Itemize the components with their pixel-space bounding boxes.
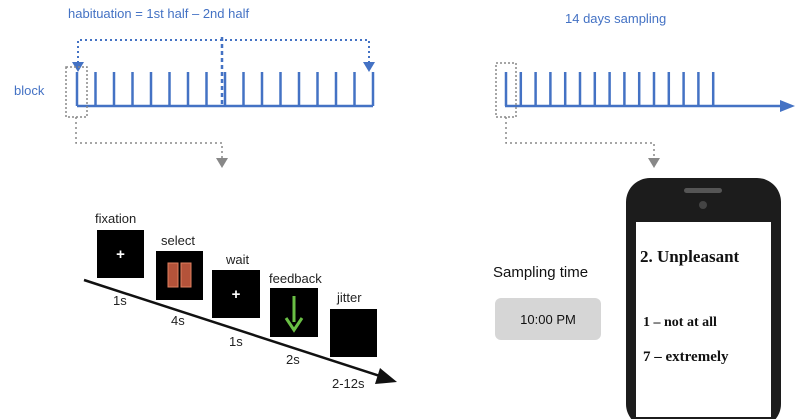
select-screen bbox=[156, 251, 203, 300]
block-label: block bbox=[14, 83, 45, 98]
sampling-ticks bbox=[504, 72, 715, 106]
trial-time-arrow bbox=[83, 278, 387, 380]
day-zoom-connector bbox=[505, 117, 655, 160]
jitter-screen bbox=[330, 309, 377, 357]
card-pair-icon bbox=[167, 262, 192, 288]
block-timeline bbox=[65, 37, 375, 168]
trial-time-arrowhead bbox=[375, 368, 397, 384]
duration-wait: 1s bbox=[229, 334, 243, 349]
event-label-jitter: jitter bbox=[337, 290, 362, 305]
down-arrow-icon bbox=[284, 296, 304, 333]
sampling-title: 14 days sampling bbox=[565, 11, 667, 26]
phone-question: 2. Unpleasant bbox=[640, 247, 740, 266]
trial-zoom-connector bbox=[75, 117, 223, 160]
sampling-axis-arrowhead bbox=[780, 100, 795, 112]
habituation-second-half: 2nd half bbox=[202, 6, 250, 21]
phone-scale-high: 7 – extremely bbox=[643, 349, 729, 365]
event-label-select: select bbox=[161, 233, 195, 248]
duration-select: 4s bbox=[171, 313, 185, 328]
sampling-time-value: 10:00 PM bbox=[495, 298, 601, 340]
fixation-screen: + bbox=[97, 230, 144, 278]
block-span-bracket bbox=[77, 39, 370, 68]
duration-fixation: 1s bbox=[113, 293, 127, 308]
habituation-first-half: habituation = 1st half bbox=[68, 6, 189, 21]
habituation-caption: habituation = 1st half – 2nd half bbox=[68, 6, 249, 21]
fixation-cross: + bbox=[116, 245, 125, 263]
sampling-timeline bbox=[495, 62, 795, 168]
day-zoom-arrowhead bbox=[648, 158, 660, 168]
block-ticks bbox=[75, 72, 375, 106]
duration-jitter: 2-12s bbox=[332, 376, 365, 391]
duration-feedback: 2s bbox=[286, 352, 300, 367]
bracket-arrowhead-right bbox=[363, 62, 375, 72]
feedback-screen bbox=[270, 288, 318, 337]
habituation-dash: – bbox=[191, 6, 200, 21]
wait-screen: + bbox=[212, 270, 260, 318]
event-label-feedback: feedback bbox=[269, 271, 322, 286]
event-label-wait: wait bbox=[226, 252, 250, 267]
phone-scale-low: 1 – not at all bbox=[643, 315, 717, 330]
wait-cross: + bbox=[231, 285, 241, 303]
phone-camera bbox=[699, 201, 707, 209]
trial-zoom-arrowhead bbox=[216, 158, 228, 168]
phone-screen bbox=[636, 222, 771, 417]
event-label-fixation: fixation bbox=[95, 211, 137, 226]
sampling-time-label: Sampling time bbox=[493, 264, 589, 281]
smartphone bbox=[626, 178, 781, 419]
phone-speaker bbox=[684, 188, 722, 193]
